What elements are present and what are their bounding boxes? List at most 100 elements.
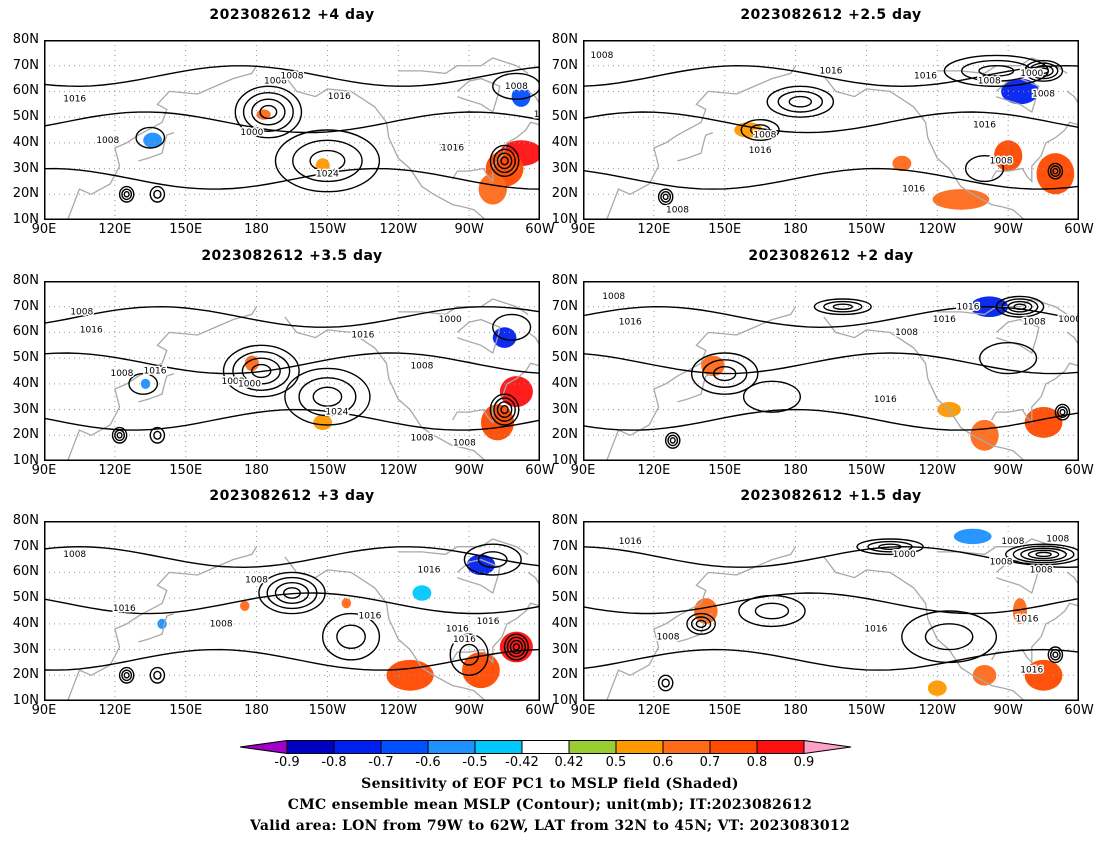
contour-label: 1008 (1030, 565, 1053, 575)
lat-tick-label: 50N (12, 590, 39, 606)
sensitivity-shade (143, 132, 163, 148)
isobar (788, 95, 813, 108)
contour-label: 101 (534, 110, 540, 120)
isobar (813, 298, 872, 316)
isobar (583, 648, 1079, 671)
contour-label: 1008 (63, 550, 86, 560)
isobar (489, 144, 520, 177)
lon-tick-label: 90W (454, 222, 484, 237)
isobar (232, 351, 291, 391)
isobar (583, 111, 1079, 134)
colorbar-swatch (615, 740, 664, 754)
isobar (964, 155, 1005, 183)
coastline (138, 612, 175, 643)
isobar (283, 587, 301, 599)
lon-tick-label: 60W (525, 222, 555, 237)
colorbar-tick-label: 0.9 (793, 755, 815, 770)
coastline (452, 331, 540, 425)
lat-tick-label: 40N (551, 615, 578, 631)
lat-tick-label: 10N (12, 212, 39, 227)
isobar (500, 156, 509, 166)
contour-label: 1008 (1046, 535, 1069, 545)
lon-tick-label: 120E (637, 703, 671, 718)
lat-tick-label: 30N (12, 401, 39, 417)
lat-tick-label: 70N (551, 298, 578, 314)
colorbar-swatch (568, 740, 617, 754)
contour-label: 1016 (864, 625, 887, 635)
lon-tick-label: 120E (98, 703, 132, 718)
contour-label: 1008 (657, 632, 680, 642)
isobar (274, 582, 310, 604)
isobar (251, 98, 286, 126)
isobar (234, 85, 303, 139)
panel-title: 2023082612 +3.5 day (201, 248, 383, 264)
map-frame (583, 521, 1079, 701)
lon-tick-label: 180 (244, 222, 269, 237)
coastline (398, 298, 529, 316)
isobar (118, 185, 135, 203)
isobar (583, 592, 1079, 615)
isobar (149, 185, 166, 203)
lon-tick-label: 120W (379, 222, 418, 237)
contour-label: 1016 (63, 95, 86, 105)
map-plot: 1016100810081016100810001016102410081016… (44, 40, 540, 220)
lon-tick-label: 90W (993, 463, 1023, 478)
isobar (322, 612, 381, 661)
isobar (121, 188, 133, 201)
lat-tick-label: 30N (551, 641, 578, 657)
sensitivity-shade (1012, 598, 1028, 624)
lat-tick-label: 30N (551, 160, 578, 176)
contour-label: 1008 (110, 369, 133, 379)
lon-tick-label: 120E (637, 463, 671, 478)
isobar (712, 366, 737, 382)
lat-tick-label: 40N (12, 134, 39, 150)
isobar (1007, 300, 1033, 313)
lon-tick-label: 90W (454, 703, 484, 718)
map-frame (44, 521, 540, 701)
lon-tick-label: 120W (379, 703, 418, 718)
sensitivity-shade (140, 378, 151, 389)
contour-label: 1016 (973, 120, 996, 130)
lat-tick-label: 50N (551, 350, 578, 366)
isobar (503, 633, 529, 661)
map-panel: 1008 1008 1016 1008 1016 1016 1016 1016 1016 (44, 521, 540, 701)
isobar (1005, 543, 1079, 566)
caption-line-1: Sensitivity of EOF PC1 to MSLP field (Sh… (361, 776, 739, 792)
lat-tick-label: 10N (551, 453, 578, 468)
map-panel: 1016100010081008100810001016100810161016… (583, 521, 1079, 701)
contour-label: 1008 (666, 205, 689, 215)
isobar (777, 90, 824, 113)
isobar (153, 670, 162, 680)
lat-tick-label: 60N (12, 564, 39, 580)
isobar (662, 193, 669, 201)
contour-label: 1016 (874, 395, 897, 405)
coastline (991, 90, 1079, 184)
contour-label: 1016 (328, 92, 351, 102)
colorbar-swatch (240, 740, 288, 754)
map-frame (44, 281, 540, 461)
lat-tick-label: 50N (551, 109, 578, 125)
lon-tick-label: 120W (918, 703, 957, 718)
isobar (867, 540, 913, 553)
contour-label: 1000 (439, 315, 462, 325)
isobar (496, 401, 513, 418)
isobar (298, 377, 357, 417)
coastline (456, 558, 501, 595)
contour-label: 1008 (1001, 537, 1024, 547)
isobar (493, 397, 516, 422)
isobar (1052, 167, 1059, 175)
lat-tick-label: 10N (12, 693, 39, 708)
isobar (123, 191, 130, 198)
lat-tick-label: 20N (551, 186, 578, 202)
isobar (669, 437, 676, 444)
lon-tick-label: 60W (1064, 222, 1094, 237)
coastline (605, 546, 797, 701)
isobar (44, 592, 540, 615)
isobar (222, 344, 300, 398)
isobar (284, 367, 371, 426)
lon-tick-label: 150E (708, 222, 742, 237)
isobar (149, 666, 166, 684)
lon-tick-label: 90E (31, 222, 57, 237)
isobar (995, 295, 1045, 318)
